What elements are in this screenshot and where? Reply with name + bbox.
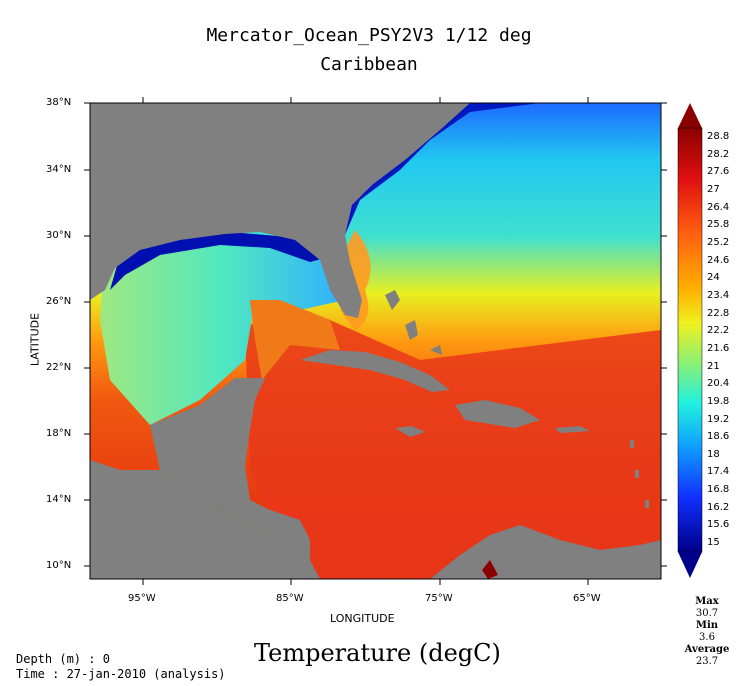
colorbar-label: 19.8 — [707, 395, 730, 407]
colorbar-label: 22.2 — [707, 325, 730, 337]
colorbar-top-arrow — [678, 103, 702, 128]
lon-label: 95°W — [128, 593, 156, 604]
colorbar-label: 17.4 — [707, 466, 730, 478]
stat-min-value: 3.6 — [699, 632, 715, 643]
colorbar-label: 18 — [707, 448, 720, 460]
map-title: Mercator_Ocean_PSY2V3 1/12 deg — [206, 25, 532, 46]
y-axis-label: LATITUDE — [28, 312, 42, 367]
colorbar-label: 21.6 — [707, 342, 730, 354]
colorbar-label: 27.6 — [707, 166, 730, 178]
lat-label: 14°N — [46, 494, 72, 505]
lat-label: 38°N — [46, 97, 72, 108]
stats-block: Max 30.7 Min 3.6 Average 23.7 — [676, 596, 738, 668]
puerto-rico-land — [555, 426, 590, 433]
colorbar-label: 15.6 — [707, 519, 730, 531]
x-axis-label: LONGITUDE — [330, 612, 395, 625]
gulf-field — [100, 232, 345, 425]
stat-max-label: Max — [695, 596, 719, 607]
colorbar-label: 15 — [707, 537, 720, 549]
cuba-land — [300, 350, 450, 392]
lat-label: 26°N — [46, 296, 72, 307]
colorbar-label: 26.4 — [707, 201, 730, 213]
colorbar-label: 25.8 — [707, 219, 730, 231]
colorbar-label: 28.2 — [707, 148, 730, 160]
colorbar-label: 27 — [707, 183, 720, 195]
lake-maracaibo — [482, 560, 498, 579]
depth-label: Depth (m) : 0 — [16, 652, 110, 666]
stat-max-value: 30.7 — [695, 608, 719, 619]
colorbar-label: 19.2 — [707, 413, 730, 425]
map-subtitle: Caribbean — [320, 54, 418, 75]
bahamas-land — [385, 290, 442, 355]
lat-label: 18°N — [46, 428, 72, 439]
lesser-antilles-land — [630, 440, 649, 508]
variable-label: Temperature (degC) — [254, 639, 501, 667]
colorbar — [677, 127, 703, 553]
north-america-land — [90, 103, 470, 318]
stat-min-label: Min — [695, 620, 719, 631]
colorbar-label: 24 — [707, 272, 720, 284]
colorbar-label: 23.4 — [707, 289, 730, 301]
lon-ticks — [142, 97, 589, 585]
colorbar-label: 22.8 — [707, 307, 730, 319]
caribbean-warm — [245, 300, 661, 579]
gulf-cold-band — [110, 232, 325, 290]
colorbar-label: 24.6 — [707, 254, 730, 266]
lat-label: 30°N — [46, 230, 72, 241]
stat-avg-label: Average — [684, 644, 730, 655]
central-america-land — [90, 460, 315, 579]
lat-label: 22°N — [46, 362, 72, 373]
colorbar-labels: 28.8 28.2 27.6 27 26.4 25.8 25.2 24.6 24… — [707, 128, 738, 552]
colorbar-label: 28.8 — [707, 131, 730, 142]
hispaniola-land — [455, 400, 540, 428]
map-field — [90, 103, 661, 579]
lon-label: 75°W — [425, 593, 453, 604]
colorbar-bottom-arrow — [678, 552, 702, 578]
colorbar-label: 16.8 — [707, 484, 730, 496]
plot-frame — [89, 102, 662, 580]
yucatan-land — [150, 378, 320, 579]
lat-label: 34°N — [46, 164, 72, 175]
colorbar-label: 20.4 — [707, 378, 730, 390]
time-label: Time : 27-jan-2010 (analysis) — [16, 667, 226, 681]
lon-label: 85°W — [276, 593, 304, 604]
colorbar-label: 25.2 — [707, 236, 730, 248]
jamaica-land — [395, 426, 425, 437]
loop-current — [250, 300, 340, 380]
colorbar-label: 21 — [707, 360, 720, 372]
lon-label: 65°W — [573, 593, 601, 604]
colorbar-label: 18.6 — [707, 431, 730, 443]
lat-ticks — [84, 102, 667, 567]
lat-label: 10°N — [46, 560, 72, 571]
colorbar-label: 16.2 — [707, 501, 730, 513]
stat-avg-value: 23.7 — [695, 656, 719, 667]
